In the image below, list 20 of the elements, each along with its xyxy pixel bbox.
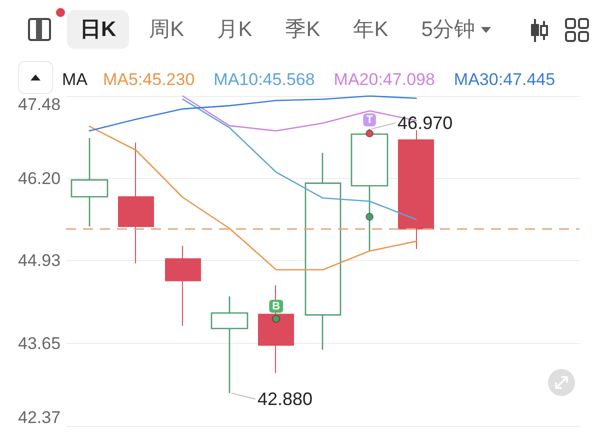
text: 季K (285, 17, 320, 43)
y-tick-label: 46.20 (18, 169, 61, 188)
text: 周K (149, 17, 184, 43)
data-label: T (366, 114, 374, 126)
text: 日K (80, 17, 116, 43)
y-tick-label: 44.93 (18, 251, 61, 270)
series-label: MA10:45.568 (214, 70, 315, 89)
y-tick-label: 42.37 (18, 408, 61, 427)
text: 月K (217, 17, 252, 43)
y-tick-label: 43.65 (18, 334, 61, 353)
text: 5分钟 (421, 17, 475, 43)
text: MA30:47.445 (454, 70, 556, 89)
data-label: B (272, 300, 280, 312)
y-tick-label: 47.48 (18, 95, 61, 114)
legend-title: MA (62, 70, 88, 89)
series-label: MA20:47.098 (334, 70, 435, 89)
text: 年K (353, 17, 388, 43)
text: MA5:45.230 (103, 70, 195, 89)
text: 42.880 (257, 389, 313, 410)
text: 46.970 (398, 112, 453, 133)
